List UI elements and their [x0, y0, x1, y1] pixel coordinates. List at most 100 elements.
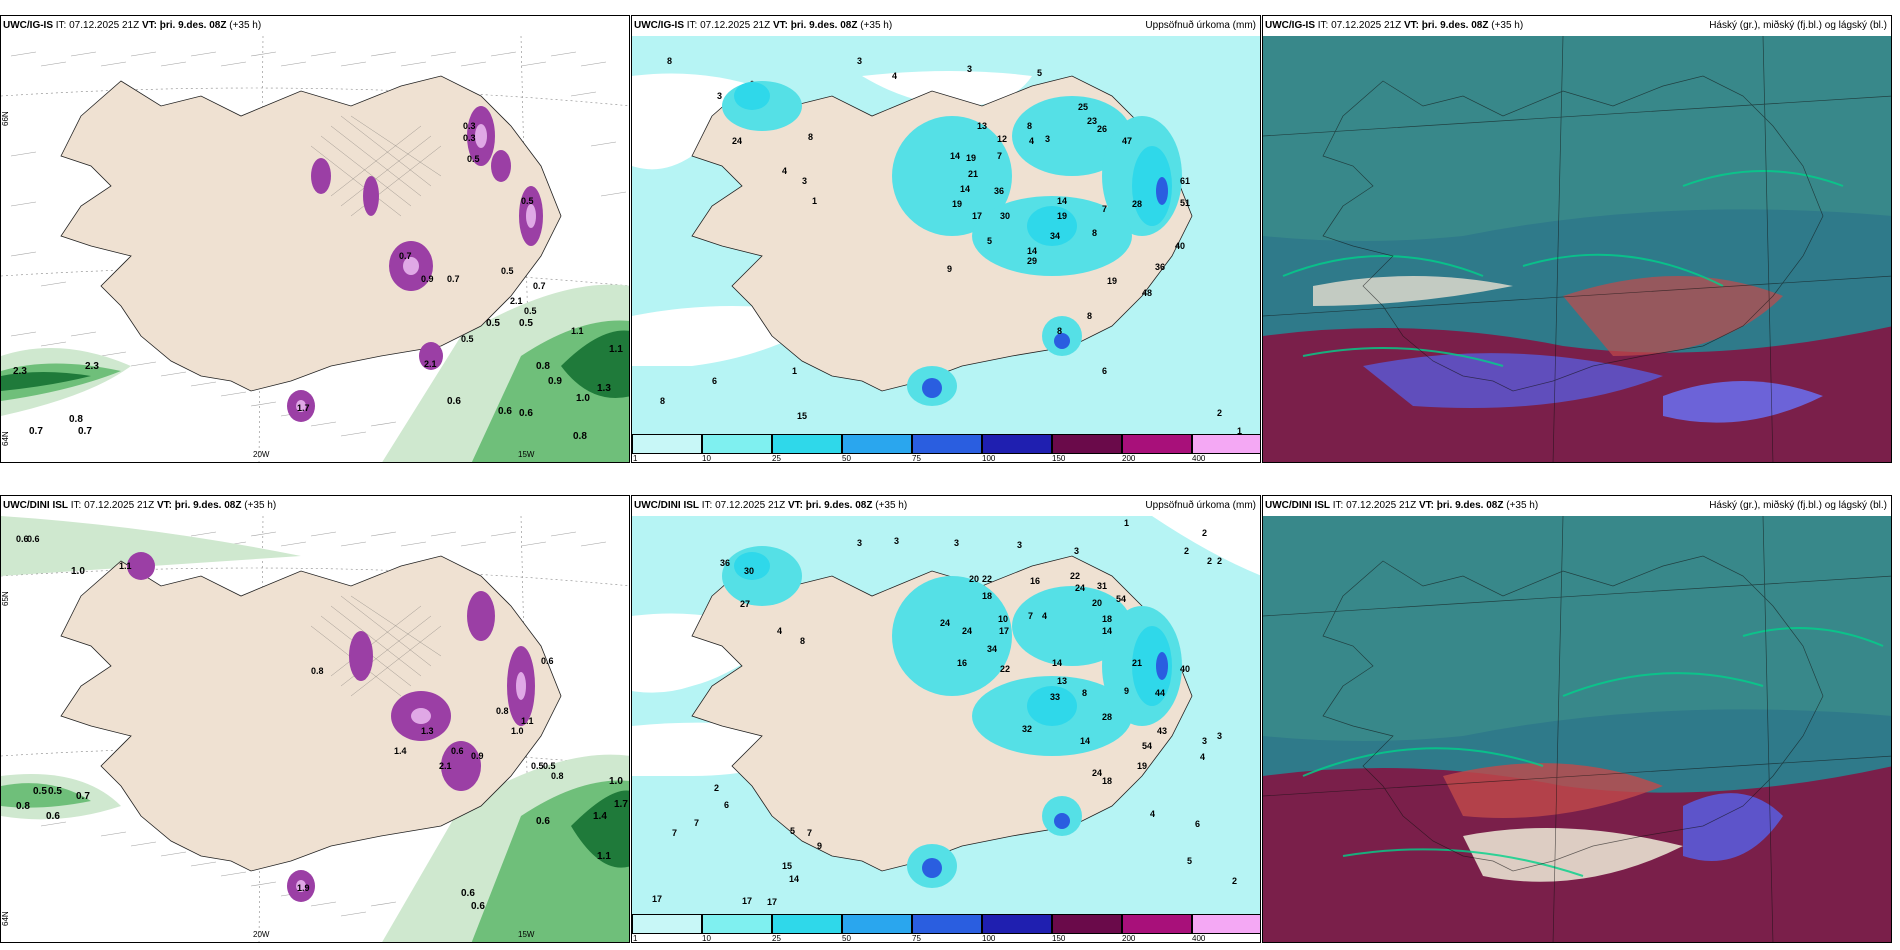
- precip-value-label: 4: [782, 166, 788, 176]
- precip-value-label: 21: [1132, 658, 1143, 668]
- precip-value-label: 19: [1137, 761, 1148, 771]
- wind-value-label: 0.6: [536, 816, 550, 827]
- precip-value-label: 25: [1078, 102, 1089, 112]
- precip-value-label: 31: [1097, 581, 1108, 591]
- precip-value-label: 33: [1050, 692, 1061, 702]
- precip-value-label: 9: [817, 841, 823, 851]
- lat-label-65n: 65N: [1, 591, 10, 606]
- precip-value-label: 17: [767, 897, 778, 907]
- ice-value-label: 0.7: [399, 251, 412, 261]
- wind-value-label: 0.8: [536, 361, 550, 372]
- legend-tick: 10: [702, 454, 711, 463]
- wind-value-label: 0.6: [498, 406, 512, 417]
- ice-value-label: 1.1: [571, 326, 584, 336]
- precip-value-label: 8: [1092, 228, 1098, 238]
- ice-wind-map: 66N 64N 20W 15W 0.3 0.3 0.5 0.5 0.7 0.9 …: [1, 36, 629, 462]
- precip-value-label: 5: [790, 826, 796, 836]
- lat-label-66n: 66N: [1, 111, 10, 126]
- precip-value-label: 18: [1102, 776, 1113, 786]
- precip-value-label: 1: [1237, 426, 1243, 436]
- precip-value-label: 34: [987, 644, 998, 654]
- legend-tick: 25: [772, 934, 781, 943]
- precip-value-label: 14: [960, 184, 971, 194]
- wind-value-label: 2.3: [85, 361, 99, 372]
- wind-value-label: 0.8: [573, 431, 587, 442]
- precip-value-label: 3: [857, 538, 863, 548]
- legend-tick: 50: [842, 454, 851, 463]
- ice-value-label: 1.0: [71, 566, 85, 577]
- precip-value-label: 22: [1070, 571, 1081, 581]
- precip-value-label: 6: [724, 800, 730, 810]
- wind-value-label: 1.1: [609, 344, 623, 355]
- precip-value-label: 24: [940, 618, 951, 628]
- precip-value-label: 2: [1207, 556, 1213, 566]
- legend-color-box: [1192, 914, 1260, 934]
- precip-value-label: 13: [1057, 676, 1068, 686]
- legend-color-box: [842, 434, 912, 454]
- precip-value-label: 14: [1052, 658, 1063, 668]
- ice-value-label: 0.5: [524, 306, 537, 316]
- precip-value-label: 7: [997, 151, 1003, 161]
- legend-color-box: [1192, 434, 1260, 454]
- legend-color-box: [1122, 914, 1192, 934]
- legend-tick: 75: [912, 934, 921, 943]
- precip-value-label: 8: [667, 56, 673, 66]
- ice-value-label: 0.6: [451, 746, 464, 756]
- precip-value-label: 28: [1132, 199, 1143, 209]
- precip-value-label: 7: [694, 818, 700, 828]
- legend-tick: 150: [1052, 934, 1066, 943]
- legend-color-box: [702, 434, 772, 454]
- precip-value-label: 14: [950, 151, 961, 161]
- precip-value-label: 9: [947, 264, 953, 274]
- precip-value-label: 20: [1092, 598, 1103, 608]
- panel-title-left: UWC/IG-IS IT: 07.12.2025 21Z VT: þri. 9.…: [634, 20, 893, 31]
- legend-color-box: [912, 914, 982, 934]
- precip-value-label: 3: [967, 64, 973, 74]
- panel-header: UWC/IG-IS IT: 07.12.2025 21Z VT: þri. 9.…: [1, 16, 629, 36]
- precip-value-label: 6: [1195, 819, 1201, 829]
- precip-value-label: 2: [714, 783, 720, 793]
- ice-value-label: 1.0: [511, 726, 524, 736]
- precip-value-label: 7: [672, 828, 678, 838]
- wind-value-label: 0.6: [471, 901, 485, 912]
- precip-value-label: 2: [1184, 546, 1190, 556]
- precip-value-label: 18: [1102, 614, 1113, 624]
- legend-tick: 200: [1122, 454, 1136, 463]
- wind-value-label: 1.0: [609, 776, 623, 787]
- precip-value-label: 19: [952, 199, 963, 209]
- ice-value-label: 0.8: [311, 666, 324, 676]
- precip-value-label: 8: [1087, 311, 1093, 321]
- precip-value-label: 47: [1122, 136, 1133, 146]
- precip-value-label: 6: [712, 376, 718, 386]
- precip-value-label: 13: [977, 121, 988, 131]
- panel-title-left: UWC/DINI ISL IT: 07.12.2025 21Z VT: þri.…: [634, 500, 908, 511]
- precip-value-label: 54: [1116, 594, 1127, 604]
- ice-value-label: 0.6: [27, 534, 40, 544]
- lon-label-20w: 20W: [253, 450, 270, 459]
- lon-label-15w: 15W: [518, 930, 535, 939]
- wind-value-label: 1.4: [593, 811, 607, 822]
- legend-tick: 1: [633, 454, 638, 463]
- wind-value-label: 0.7: [29, 426, 43, 437]
- precip-value-label: 8: [660, 396, 666, 406]
- legend-color-box: [632, 914, 702, 934]
- precip-value-label: 10: [998, 614, 1009, 624]
- lat-label-64n: 64N: [1, 431, 10, 446]
- wind-value-label: 1.1: [597, 851, 611, 862]
- precip-value-label: 23: [1087, 116, 1098, 126]
- ice-value-label: 0.5: [501, 266, 514, 276]
- precip-map: 8 3 4 3 5 25 23 26 47 3 24 8 4 3 1 13 12…: [632, 36, 1260, 462]
- ice-value-label: 0.3: [463, 121, 476, 131]
- precip-value-label: 61: [1180, 176, 1191, 186]
- ice-value-label: 0.5: [521, 196, 534, 206]
- precip-value-label: 40: [1180, 664, 1191, 674]
- precip-value-label: 4: [1150, 809, 1156, 819]
- ice-value-label: 0.5: [531, 761, 544, 771]
- panel-header: UWC/DINI ISL IT: 07.12.2025 21Z VT: þri.…: [632, 496, 1260, 516]
- lon-label-15w: 15W: [518, 450, 535, 459]
- precip-value-label: 2: [1232, 876, 1238, 886]
- legend-tick: 400: [1192, 934, 1206, 943]
- precip-map: 3 3 3 3 3 1 2 2 2 2 36 30 27 4 8 24 24 2…: [632, 516, 1260, 942]
- precip-value-label: 54: [1142, 741, 1153, 751]
- precip-value-label: 14: [1057, 196, 1068, 206]
